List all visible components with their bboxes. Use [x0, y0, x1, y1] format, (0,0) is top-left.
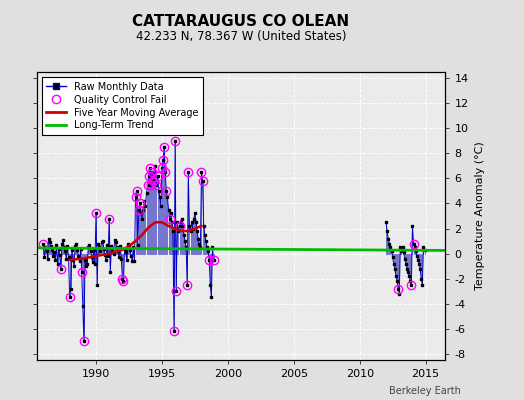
Legend: Raw Monthly Data, Quality Control Fail, Five Year Moving Average, Long-Term Tren: Raw Monthly Data, Quality Control Fail, …	[41, 77, 203, 135]
Text: CATTARAUGUS CO OLEAN: CATTARAUGUS CO OLEAN	[133, 14, 350, 29]
Text: 42.233 N, 78.367 W (United States): 42.233 N, 78.367 W (United States)	[136, 30, 346, 43]
Y-axis label: Temperature Anomaly (°C): Temperature Anomaly (°C)	[475, 142, 486, 290]
Text: Berkeley Earth: Berkeley Earth	[389, 386, 461, 396]
